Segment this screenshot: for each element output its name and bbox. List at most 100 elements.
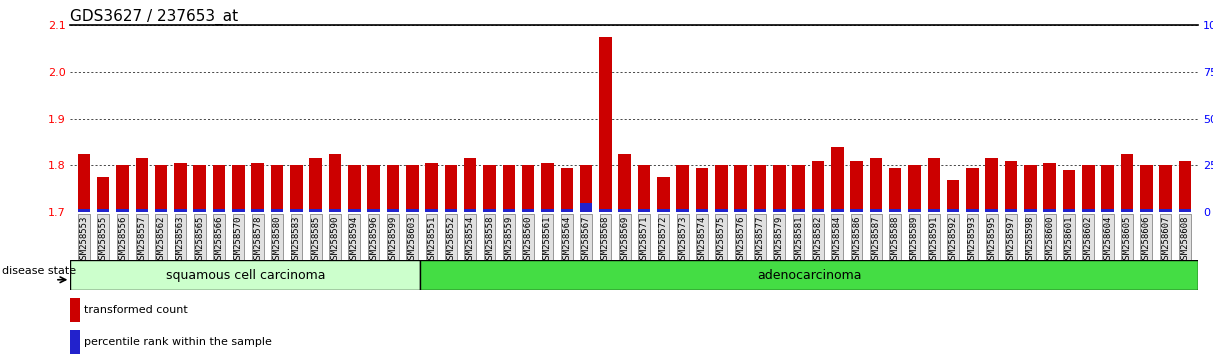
Bar	[329, 209, 341, 212]
Bar	[696, 209, 708, 212]
Bar	[1082, 209, 1094, 212]
Bar	[1121, 209, 1133, 212]
Bar	[928, 159, 940, 212]
Bar	[734, 209, 747, 212]
Bar	[348, 165, 360, 212]
Bar	[175, 209, 187, 212]
Bar	[947, 209, 959, 212]
Bar	[1160, 165, 1172, 212]
Bar	[387, 209, 399, 212]
Bar	[1024, 165, 1037, 212]
Bar	[116, 165, 129, 212]
Bar	[928, 209, 940, 212]
Bar	[734, 165, 747, 212]
Bar	[560, 209, 573, 212]
Bar	[714, 209, 728, 212]
Bar	[78, 209, 90, 212]
Bar	[97, 209, 109, 212]
Bar	[638, 165, 650, 212]
Bar	[97, 177, 109, 212]
Bar	[1024, 209, 1037, 212]
Bar	[368, 209, 380, 212]
Bar	[406, 165, 418, 212]
Bar	[70, 298, 80, 322]
Bar	[1121, 154, 1133, 212]
Bar	[387, 165, 399, 212]
Bar	[580, 165, 592, 212]
Bar	[309, 159, 321, 212]
Bar	[1063, 170, 1075, 212]
Bar	[445, 209, 457, 212]
Bar	[947, 179, 959, 212]
Bar	[175, 163, 187, 212]
Bar	[232, 209, 245, 212]
Bar	[696, 168, 708, 212]
Bar	[116, 209, 129, 212]
Bar	[1160, 209, 1172, 212]
Bar	[773, 209, 786, 212]
Bar	[522, 209, 535, 212]
Bar	[560, 168, 573, 212]
Bar	[831, 209, 843, 212]
Bar	[792, 165, 805, 212]
Bar	[70, 330, 80, 354]
Bar	[502, 209, 516, 212]
Bar	[1043, 209, 1057, 212]
Bar	[773, 165, 786, 212]
Bar	[889, 168, 901, 212]
FancyBboxPatch shape	[70, 260, 421, 290]
Bar	[348, 209, 360, 212]
Bar	[251, 209, 264, 212]
Bar	[714, 165, 728, 212]
Bar	[831, 147, 843, 212]
Bar	[270, 209, 284, 212]
Bar	[136, 159, 148, 212]
Bar	[212, 165, 226, 212]
Bar	[967, 168, 979, 212]
Bar	[870, 209, 882, 212]
Bar	[792, 209, 805, 212]
Bar	[889, 209, 901, 212]
Text: adenocarcinoma: adenocarcinoma	[757, 269, 861, 282]
FancyBboxPatch shape	[421, 260, 1198, 290]
Bar	[599, 36, 611, 212]
Bar	[1004, 209, 1018, 212]
Bar	[753, 209, 767, 212]
Bar	[619, 154, 631, 212]
Bar	[406, 209, 418, 212]
Bar	[811, 161, 824, 212]
Bar	[329, 154, 341, 212]
Text: transformed count: transformed count	[84, 306, 188, 315]
Bar	[426, 163, 438, 212]
Bar	[909, 209, 921, 212]
Bar	[677, 209, 689, 212]
Bar	[1179, 161, 1191, 212]
Bar	[368, 165, 380, 212]
Bar	[1140, 209, 1152, 212]
Bar	[483, 165, 496, 212]
Bar	[290, 165, 302, 212]
Bar	[212, 209, 226, 212]
Bar	[194, 209, 206, 212]
Bar	[194, 165, 206, 212]
Bar	[657, 209, 670, 212]
Bar	[155, 165, 167, 212]
Bar	[290, 209, 302, 212]
Bar	[850, 161, 862, 212]
Bar	[909, 165, 921, 212]
Bar	[967, 209, 979, 212]
Bar	[1101, 209, 1114, 212]
Text: disease state: disease state	[1, 266, 75, 276]
Bar	[753, 165, 767, 212]
Bar	[677, 165, 689, 212]
Bar	[985, 209, 998, 212]
Bar	[309, 209, 321, 212]
Bar	[1063, 209, 1075, 212]
Bar	[463, 159, 477, 212]
Bar	[1082, 165, 1094, 212]
Bar	[251, 163, 264, 212]
Bar	[985, 159, 998, 212]
Text: GDS3627 / 237653_at: GDS3627 / 237653_at	[70, 8, 239, 25]
Bar	[155, 209, 167, 212]
Bar	[638, 209, 650, 212]
